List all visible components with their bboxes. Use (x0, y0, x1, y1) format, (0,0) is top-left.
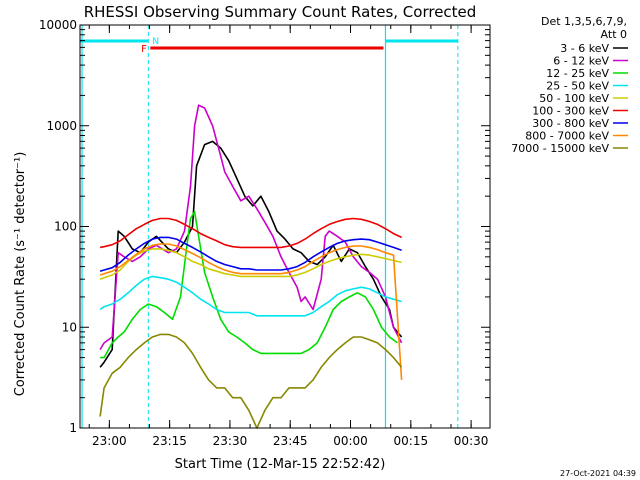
y-tick-label: 1 (69, 421, 77, 435)
y-tick-label: 10000 (39, 18, 77, 32)
x-tick-label: 23:45 (273, 434, 308, 448)
series-line-8 (99, 333, 403, 429)
series-line-2 (100, 211, 398, 359)
legend-label-0: 3 - 6 keV (560, 42, 609, 55)
y-tick-label: 10 (62, 320, 77, 334)
legend-header-line-2: Att 0 (601, 28, 627, 41)
series-line-6 (99, 236, 402, 272)
legend-header-line-1: Det 1,3,5,6,7,9, (541, 15, 627, 28)
legend-label-5: 100 - 300 keV (532, 105, 609, 118)
flag-f: F (141, 44, 147, 55)
flag-n: N (152, 37, 159, 47)
x-tick-label: 00:00 (333, 434, 368, 448)
legend-label-2: 12 - 25 keV (546, 67, 609, 80)
series-line-7 (99, 243, 403, 380)
x-tick-label: 00:30 (454, 434, 489, 448)
series-line-3 (99, 275, 402, 317)
x-tick-label: 00:15 (394, 434, 429, 448)
series-line-5 (99, 217, 402, 249)
legend-label-3: 25 - 50 keV (546, 80, 609, 93)
y-tick-label: 1000 (46, 119, 77, 133)
y-axis-label: Corrected Count Rate (s⁻¹ detector⁻¹) (13, 152, 28, 397)
y-axis-label-text: Corrected Count Rate (s⁻¹ detector⁻¹) (13, 152, 28, 397)
plot-area: FN (80, 25, 459, 429)
x-axis-label: Start Time (12-Mar-15 22:52:42) (175, 457, 386, 472)
y-tick-label: 100 (54, 220, 77, 234)
legend-label-8: 7000 - 15000 keV (511, 142, 609, 155)
legend-label-6: 300 - 800 keV (532, 117, 609, 130)
axes: 23:00 23:15 23:30 23:45 00:00 00:15 00:30 1 10 10… (39, 18, 491, 448)
x-tick-label: 23:30 (213, 434, 248, 448)
chart-title: RHESSI Observing Summary Count Rates, Co… (84, 3, 477, 21)
footer-date: 27-Oct-2021 04:39 (560, 469, 636, 478)
series-line-0 (99, 140, 403, 368)
x-tick-label: 23:00 (92, 434, 127, 448)
legend-label-7: 800 - 7000 keV (525, 130, 609, 143)
series-line-4 (99, 248, 402, 280)
svg-text:Corrected Count Rate (s⁻¹ dete: Corrected Count Rate (s⁻¹ detector⁻¹) (13, 152, 28, 397)
series-line-1 (99, 104, 403, 351)
legend-label-4: 50 - 100 keV (539, 92, 609, 105)
legend-label-1: 6 - 12 keV (553, 55, 609, 68)
x-tick-label: 23:15 (152, 434, 187, 448)
